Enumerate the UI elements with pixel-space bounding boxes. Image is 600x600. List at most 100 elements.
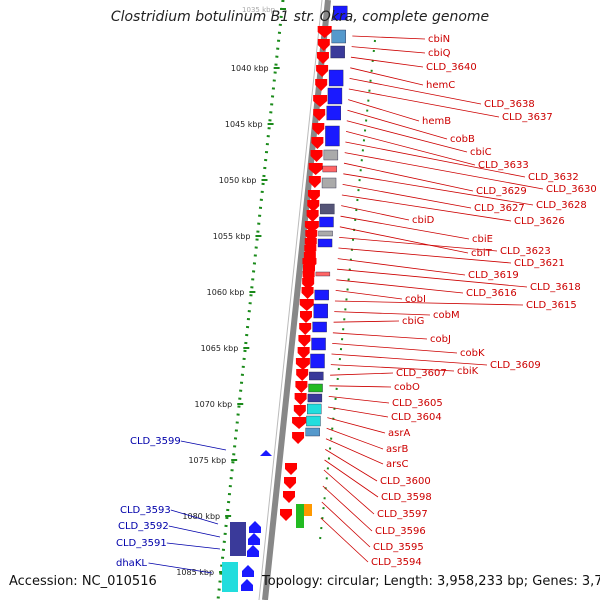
reverse-gene-arrow [315,79,328,91]
label-leader-line [334,300,524,306]
reverse-gene-arrow [295,381,308,393]
label-leader-line [336,279,464,294]
forward-gene-block [309,371,324,381]
gene-label: CLD_3593 [120,505,171,516]
forward-gene-block [330,45,345,59]
gene-label: CLD_3594 [371,557,422,568]
forward-gene-block [327,87,343,105]
reverse-gene-arrow [307,190,320,202]
label-leader-line [325,449,378,482]
gene-label: cobO [394,382,420,393]
gene-label: CLD_3592 [118,521,169,532]
reverse-gene-arrow [297,347,310,359]
label-leader-line [326,427,384,450]
forward-gene-block [310,353,325,369]
gene-label: cbiQ [428,48,451,59]
reverse-gene-arrow [316,52,329,64]
reverse-gene-arrow [294,393,307,405]
gene-label: cobK [460,348,485,359]
reverse-gene-arrow [317,26,332,38]
scale-label: 1045 kbp [225,120,263,129]
gene-label: dhaKL [116,558,147,569]
forward-gene-arrow [248,533,260,545]
label-leader-line [346,120,468,153]
reverse-gene-arrow [301,287,314,299]
gene-label: CLD_3618 [530,282,581,293]
forward-gene-block [313,303,328,319]
scale-label: 1035 kbp [242,6,276,14]
label-leader-line [332,332,428,340]
scale-axis: 1035 kbp 1040 kbp 1045 kbp 1050 kbp 1055 kbp… [176,0,287,600]
forward-gene-block [331,29,346,44]
reverse-gene-arrow [306,210,319,222]
reverse-gene-arrow [316,65,329,77]
reverse-gene-arrow [295,358,310,370]
gene-label: cbiE [472,234,493,245]
label-leader-line [320,517,369,563]
reverse-gene-arrow [292,417,307,429]
gene-label: CLD_3627 [474,203,525,214]
forward-gene-arrow [260,450,272,456]
reverse-gene-arrow [298,335,311,347]
label-leader-line [328,396,390,404]
label-leader-line [334,311,431,316]
label-leader-line [348,88,500,118]
reverse-gene-arrow [293,405,306,417]
label-leader-line [338,247,512,264]
gene-label: CLD_3637 [502,112,553,123]
reverse-gene-arrow [307,200,320,212]
label-leader-line [343,173,534,206]
forward-gene-arrow [242,565,254,577]
reverse-gene-arrow [308,163,323,175]
forward-gene-block [321,177,337,189]
label-leader-line [166,542,221,550]
accession-text: Accession: NC_010516 [9,574,157,589]
label-leader-line [324,459,379,498]
gene-label: CLD_3591 [116,538,167,549]
label-leader-line [341,205,410,221]
forward-gene-block [306,415,321,427]
reverse-gene-arrow [311,137,324,149]
reverse-gene-arrow [310,150,323,162]
label-leader-line [331,353,488,366]
reverse-gene-arrow [317,39,330,51]
gene-label: CLD_3632 [528,172,579,183]
forward-gene-block [305,427,320,437]
reverse-gene-arrow [308,176,321,188]
label-leader-line [337,268,528,288]
scale-label: 1065 kbp [201,344,239,353]
topology-text: Topology: circular; Length: 3,958,233 bp… [262,574,600,589]
label-leader-line [332,343,458,354]
forward-gene-block [307,403,322,415]
label-leader-line [350,56,424,68]
forward-gene-block [222,562,238,592]
backbone-edge [258,0,323,600]
forward-gene-arrow [249,521,261,533]
gene-label: CLD_3628 [536,200,587,211]
label-leader-line [348,99,420,122]
label-leader-line [168,525,221,538]
reverse-gene-arrow [283,491,295,503]
gene-label: CLD_3596 [375,526,426,537]
label-leader-line [351,46,426,54]
reverse-gene-arrow [280,509,292,521]
left-label-group: CLD_3599 CLD_3593 CLD_3592 CLD_3591 dhaKL [116,436,227,574]
label-leader-line [325,438,384,465]
gene-label: CLD_3633 [478,160,529,171]
gene-label: CLD_3623 [500,246,551,257]
label-leader-line [345,131,476,166]
gene-label: cbiD [412,215,435,226]
reverse-gene-arrow [299,323,312,335]
label-leader-line [340,215,470,240]
label-leader-line [339,237,498,252]
forward-gene-block [315,271,331,277]
reverse-gene-arrow [312,123,325,135]
label-leader-line [339,226,469,254]
gene-label: CLD_3597 [377,509,428,520]
forward-gene-block [307,393,323,403]
gene-label: CLD_3607 [396,368,447,379]
forward-gene-block [308,383,323,393]
forward-gene-block [318,230,333,237]
forward-gene-block [317,238,333,248]
